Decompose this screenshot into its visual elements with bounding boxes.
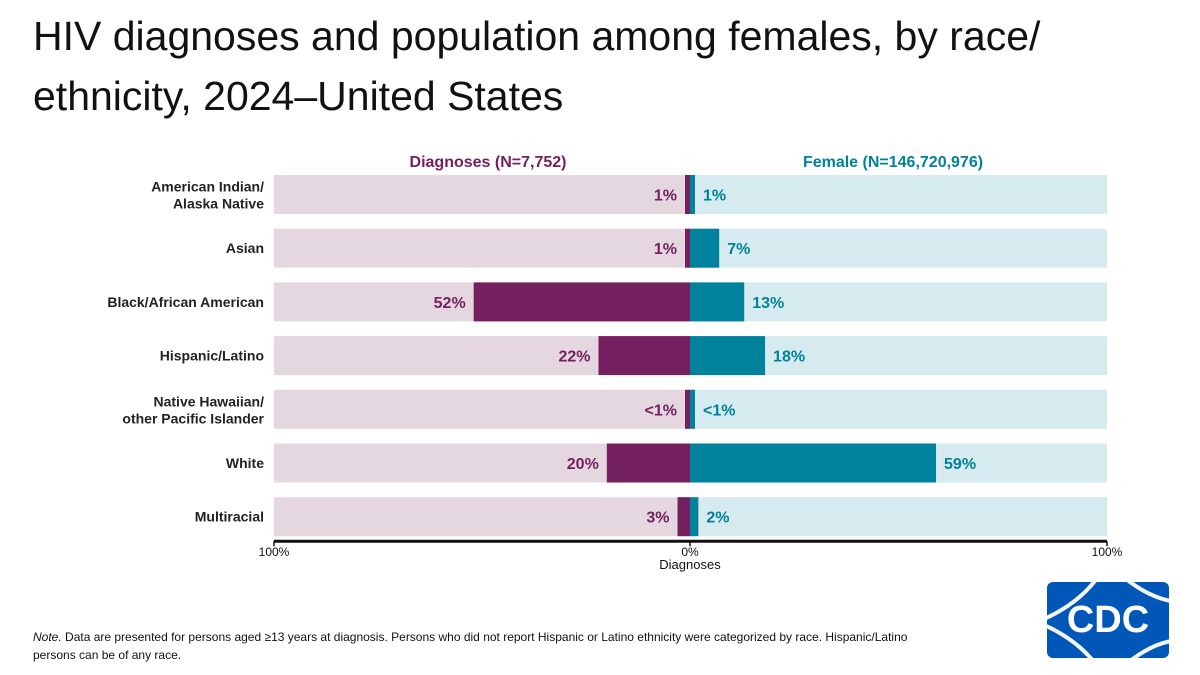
bar-diagnoses bbox=[598, 336, 690, 376]
bar-diagnoses bbox=[685, 228, 690, 268]
chart-title: HIV diagnoses and population among femal… bbox=[33, 13, 1041, 119]
cdc-logo-text: CDC bbox=[1067, 599, 1149, 641]
category-label: American Indian/Alaska Native bbox=[151, 179, 264, 212]
bar-female bbox=[690, 336, 766, 376]
note-text: Data are presented for persons aged ≥13 … bbox=[33, 630, 908, 662]
track-right bbox=[690, 389, 1107, 429]
value-label-female: 59% bbox=[944, 456, 976, 473]
track-right bbox=[690, 282, 1107, 322]
x-tick-label: 0% bbox=[681, 545, 699, 559]
value-label-diagnoses: 20% bbox=[567, 456, 599, 473]
track-left bbox=[274, 389, 690, 429]
category-label: Multiracial bbox=[195, 509, 264, 525]
track-right bbox=[690, 175, 1107, 214]
footnote: Note. Data are presented for persons age… bbox=[33, 628, 933, 664]
category-label: Black/African American bbox=[107, 294, 264, 310]
track-left bbox=[274, 228, 690, 268]
value-label-diagnoses: 52% bbox=[434, 295, 466, 312]
diverging-bar-chart: Diagnoses (N=7,752) Female (N=146,720,976… bbox=[107, 154, 1123, 572]
bar-diagnoses bbox=[677, 497, 690, 537]
bar-female bbox=[690, 228, 720, 268]
cdc-logo: CDC bbox=[1047, 582, 1169, 658]
value-label-female: 7% bbox=[727, 241, 750, 258]
bar-female bbox=[690, 175, 695, 214]
value-label-diagnoses: <1% bbox=[645, 402, 677, 419]
bar-female bbox=[690, 497, 699, 537]
series-header-diagnoses: Diagnoses (N=7,752) bbox=[410, 154, 567, 171]
x-tick-label: 100% bbox=[259, 545, 290, 559]
x-tick-label: 100% bbox=[1092, 545, 1123, 559]
value-label-female: 18% bbox=[773, 349, 805, 366]
bar-diagnoses bbox=[685, 389, 690, 429]
track-right bbox=[690, 228, 1107, 268]
bar-female bbox=[690, 282, 745, 322]
track-left bbox=[274, 175, 690, 214]
value-label-female: 1% bbox=[703, 188, 726, 205]
bar-diagnoses bbox=[606, 443, 690, 483]
x-axis-label: Diagnoses bbox=[659, 557, 721, 572]
value-label-female: 13% bbox=[752, 295, 784, 312]
category-label: White bbox=[226, 455, 264, 471]
note-lead: Note. bbox=[33, 630, 62, 644]
bar-female bbox=[690, 443, 937, 483]
bar-diagnoses bbox=[473, 282, 690, 322]
category-label: Asian bbox=[226, 240, 264, 256]
track-left bbox=[274, 497, 690, 537]
value-label-diagnoses: 22% bbox=[558, 349, 590, 366]
bar-female bbox=[690, 389, 695, 429]
category-label: Native Hawaiian/other Pacific Islander bbox=[122, 393, 264, 426]
value-label-female: <1% bbox=[703, 402, 735, 419]
bar-diagnoses bbox=[685, 175, 690, 214]
value-label-diagnoses: 3% bbox=[646, 510, 669, 527]
value-label-diagnoses: 1% bbox=[654, 188, 677, 205]
value-label-female: 2% bbox=[706, 510, 729, 527]
category-label: Hispanic/Latino bbox=[160, 348, 264, 364]
series-header-female: Female (N=146,720,976) bbox=[803, 154, 983, 171]
value-label-diagnoses: 1% bbox=[654, 241, 677, 258]
track-right bbox=[690, 497, 1107, 537]
